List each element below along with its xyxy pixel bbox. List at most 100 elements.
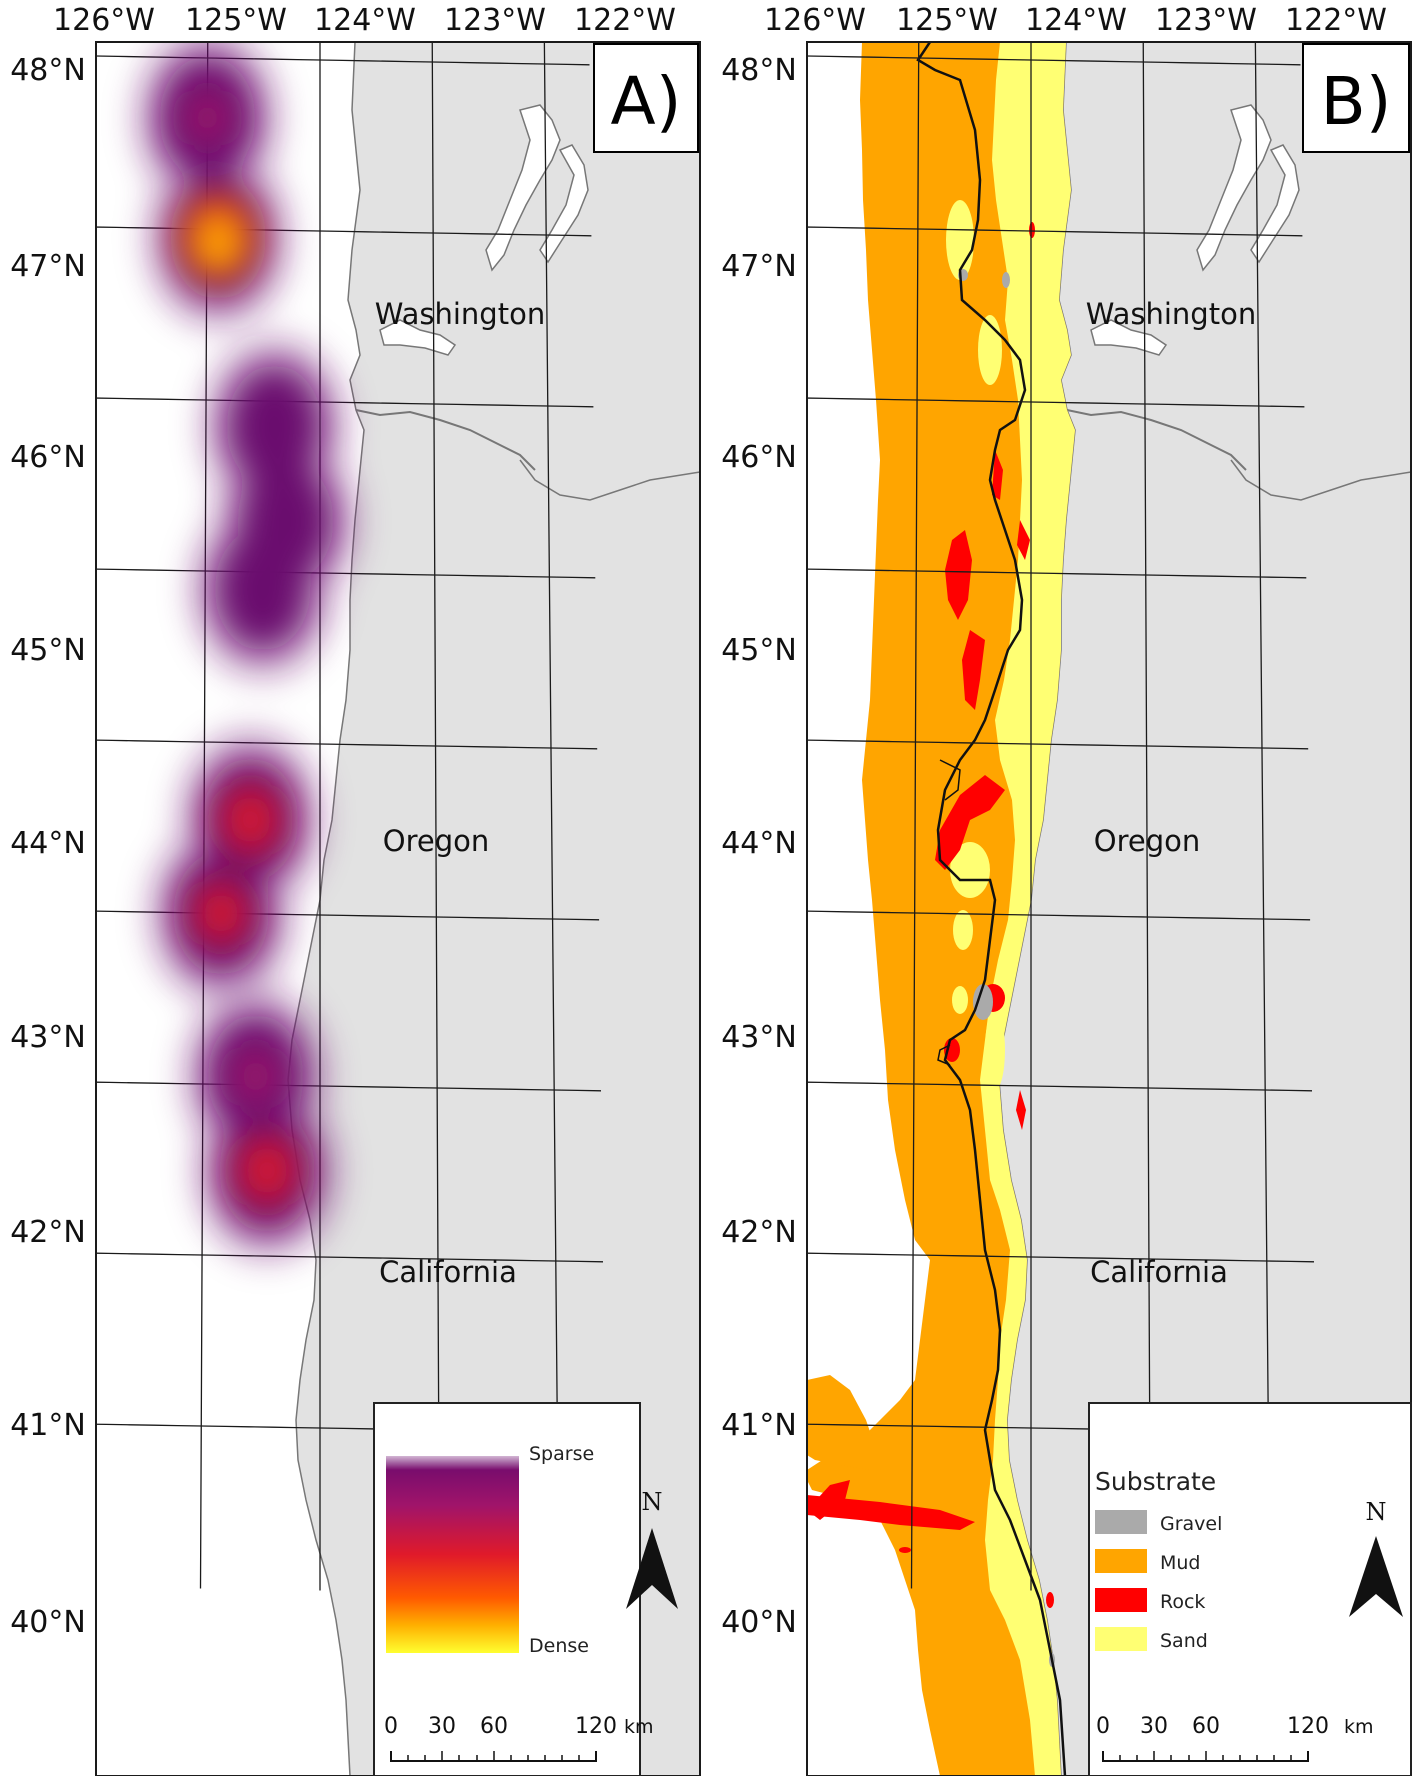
scale-tick-120: 120: [575, 1714, 617, 1739]
latitude-tick-label: 40°N: [721, 1605, 797, 1640]
longitude-tick-label: 125°W: [185, 3, 287, 38]
legend-swatch-rock: [1095, 1588, 1147, 1612]
legend-swatch-gravel: [1095, 1510, 1147, 1534]
land-area: [287, 42, 700, 1776]
meridian-line: [96, 42, 97, 64]
parallel-line: [96, 1081, 602, 1092]
longitude-tick-label: 125°W: [896, 3, 998, 38]
density-base: [159, 55, 334, 1233]
north-arrow: N: [626, 1488, 678, 1609]
scale-unit: km: [1344, 1716, 1374, 1738]
density-halo: [135, 42, 358, 1261]
state-label-oregon: Oregon: [383, 824, 489, 858]
density-hotspot: [182, 89, 233, 147]
north-letter: N: [1366, 1498, 1387, 1526]
density-blob: [214, 527, 311, 652]
latitude-tick-label: 48°N: [10, 53, 86, 88]
latitude-tick-label: 46°N: [721, 440, 797, 475]
scale-tick-30: 30: [428, 1714, 456, 1739]
scale-tick-60: 60: [480, 1714, 508, 1739]
legend-a: Sparse Dense N 0 30 60 120 km: [373, 1402, 678, 1776]
meridian-line: [910, 42, 920, 1589]
parallel-line: [807, 55, 1301, 66]
scale-tick-60: 60: [1192, 1714, 1220, 1739]
panel-label: B): [1320, 63, 1391, 140]
legend-label-gravel: Gravel: [1160, 1513, 1222, 1535]
density-heatmap: [135, 42, 358, 1261]
legend-sparse-label: Sparse: [529, 1443, 594, 1465]
parallel-line: [807, 1081, 1313, 1092]
longitude-tick-label: 122°W: [574, 3, 676, 38]
scale-tick-120: 120: [1287, 1714, 1329, 1739]
panel-label: A): [611, 63, 682, 140]
density-color-ramp: [386, 1456, 519, 1653]
latitude-tick-label: 48°N: [721, 53, 797, 88]
latitude-tick-label: 44°N: [10, 826, 86, 861]
state-label-oregon: Oregon: [1094, 824, 1200, 858]
latitude-tick-label: 42°N: [721, 1215, 797, 1250]
parallel-line: [96, 1252, 604, 1263]
density-hotspot: [235, 1133, 300, 1208]
latitude-tick-label: 41°N: [10, 1408, 86, 1443]
legend-label-sand: Sand: [1160, 1630, 1208, 1652]
panel-b: 126°W 125°W 124°W 123°W 122°W 48°N 47°N 46°N 45°…: [721, 3, 1412, 1776]
parallel-line: [807, 910, 1311, 921]
puget-sound: [379, 104, 700, 501]
panel-b-border: [806, 41, 1412, 1776]
meridian-line: [1142, 42, 1152, 1593]
latitude-tick-label: 43°N: [721, 1020, 797, 1055]
scale-tick-0: 0: [384, 1714, 398, 1739]
graticule: [807, 42, 1316, 1595]
scale-unit: km: [624, 1716, 654, 1738]
puget-sound: [1090, 104, 1411, 501]
state-label-california: California: [1090, 1255, 1228, 1289]
parallel-line: [96, 739, 598, 750]
latitude-tick-label: 46°N: [10, 440, 86, 475]
latitude-tick-label: 41°N: [721, 1408, 797, 1443]
state-label-washington: Washington: [1086, 297, 1256, 331]
substrate-mud-lobe: [807, 1375, 878, 1470]
parallel-line: [807, 226, 1303, 237]
state-label-washington: Washington: [375, 297, 545, 331]
panel-b-map-frame: [807, 42, 1411, 1776]
latitude-tick-label: 47°N: [721, 249, 797, 284]
columbia-river: [355, 409, 536, 471]
longitude-tick-label: 126°W: [764, 3, 866, 38]
legend-label-mud: Mud: [1160, 1552, 1201, 1574]
legend-swatch-sand: [1095, 1627, 1147, 1651]
scale-tick-30: 30: [1140, 1714, 1168, 1739]
panel-a-border: [95, 41, 701, 1776]
density-peak: [196, 216, 240, 272]
parallel-line: [807, 568, 1307, 579]
shelf-boundary-line: [916, 42, 1067, 1776]
density-hotspot: [218, 782, 283, 857]
longitude-tick-label: 124°W: [314, 3, 416, 38]
meridian-line: [431, 42, 441, 1593]
legend-b: Substrate Gravel Mud Rock Sand N 0 30 60 12…: [1088, 1402, 1412, 1776]
legend-swatch-mud: [1095, 1549, 1147, 1573]
substrate-sand: [980, 42, 1075, 1776]
longitude-tick-label: 124°W: [1025, 3, 1127, 38]
scale-bar: 0 30 60 120 km: [384, 1714, 654, 1762]
meridian-line: [1254, 42, 1271, 1595]
legend-label-rock: Rock: [1160, 1591, 1205, 1613]
latitude-tick-label: 42°N: [10, 1215, 86, 1250]
north-letter: N: [642, 1488, 663, 1516]
panel-a: 126°W 125°W 124°W 123°W 122°W 48°N 47°N 46°N 45°…: [10, 3, 701, 1776]
panel-a-label-box: A): [593, 43, 699, 153]
density-hotspot: [229, 1045, 283, 1107]
parallel-line: [807, 1252, 1315, 1263]
legend-title: Substrate: [1095, 1467, 1216, 1496]
scale-tick-0: 0: [1096, 1714, 1110, 1739]
meridian-line: [807, 42, 808, 64]
state-label-california: California: [379, 1255, 517, 1289]
parallel-line: [807, 739, 1309, 750]
latitude-tick-label: 44°N: [721, 826, 797, 861]
columbia-river: [1066, 409, 1247, 471]
legend-dense-label: Dense: [529, 1635, 589, 1657]
scale-bar: 0 30 60 120 km: [1096, 1714, 1374, 1762]
density-blob: [226, 364, 323, 489]
parallel-line: [807, 397, 1305, 408]
meridian-line: [543, 42, 560, 1595]
